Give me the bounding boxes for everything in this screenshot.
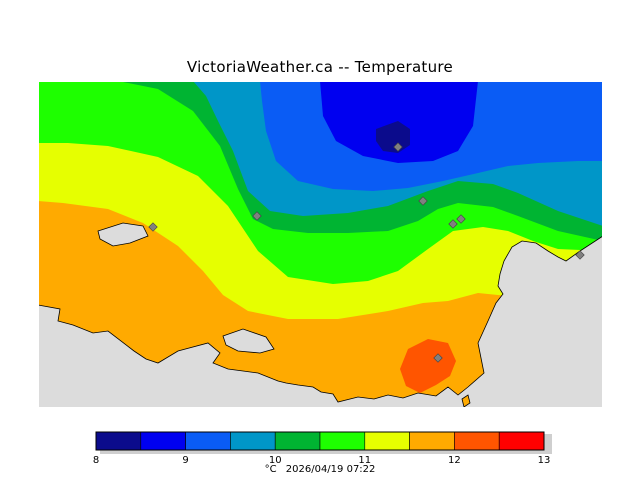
station-marker bbox=[393, 142, 403, 152]
legend-tick-label: 11 bbox=[358, 455, 371, 464]
coastline bbox=[38, 235, 603, 403]
legend-frame bbox=[95, 431, 545, 451]
temperature-map bbox=[38, 81, 603, 408]
legend-tick-label: 13 bbox=[538, 455, 551, 464]
unit-label: °C bbox=[264, 464, 277, 475]
station-marker bbox=[433, 353, 443, 363]
legend-bin-5 bbox=[319, 431, 366, 451]
legend-bin-2 bbox=[185, 431, 231, 451]
legend-bin-9 bbox=[498, 431, 545, 451]
color-legend: 8 9 10 11 12 13 bbox=[93, 431, 552, 464]
weather-stations bbox=[148, 142, 585, 363]
legend-bin-0 bbox=[95, 431, 142, 451]
inlet-mid bbox=[222, 328, 275, 354]
legend-tick-label: 12 bbox=[448, 455, 461, 464]
station-marker bbox=[252, 211, 262, 221]
map-frame bbox=[38, 81, 603, 408]
station-marker bbox=[456, 214, 466, 224]
legend-tick-label: 10 bbox=[269, 455, 282, 464]
legend-caption: °C 2026/04/19 07:22 bbox=[0, 464, 640, 475]
station-marker bbox=[148, 222, 158, 232]
legend-bin-8 bbox=[454, 431, 500, 451]
temperature-bands bbox=[38, 81, 603, 402]
legend-tick-label: 9 bbox=[182, 455, 188, 464]
band-8-8.5 bbox=[376, 121, 410, 153]
band-12-12.5 bbox=[400, 339, 456, 393]
station-marker bbox=[575, 250, 585, 260]
map-title: VictoriaWeather.ca -- Temperature bbox=[186, 58, 454, 76]
timestamp: 2026/04/19 07:22 bbox=[285, 464, 376, 475]
station-marker bbox=[448, 219, 458, 229]
island-south bbox=[461, 394, 471, 408]
legend-bin-6 bbox=[364, 431, 410, 451]
legend-bin-3 bbox=[230, 431, 276, 451]
legend-bin-7 bbox=[409, 431, 455, 451]
legend-tick-label: 8 bbox=[93, 455, 99, 464]
station-marker bbox=[418, 196, 428, 206]
legend-bin-4 bbox=[274, 431, 321, 451]
legend-bin-1 bbox=[140, 431, 186, 451]
inlet-west bbox=[97, 222, 149, 247]
